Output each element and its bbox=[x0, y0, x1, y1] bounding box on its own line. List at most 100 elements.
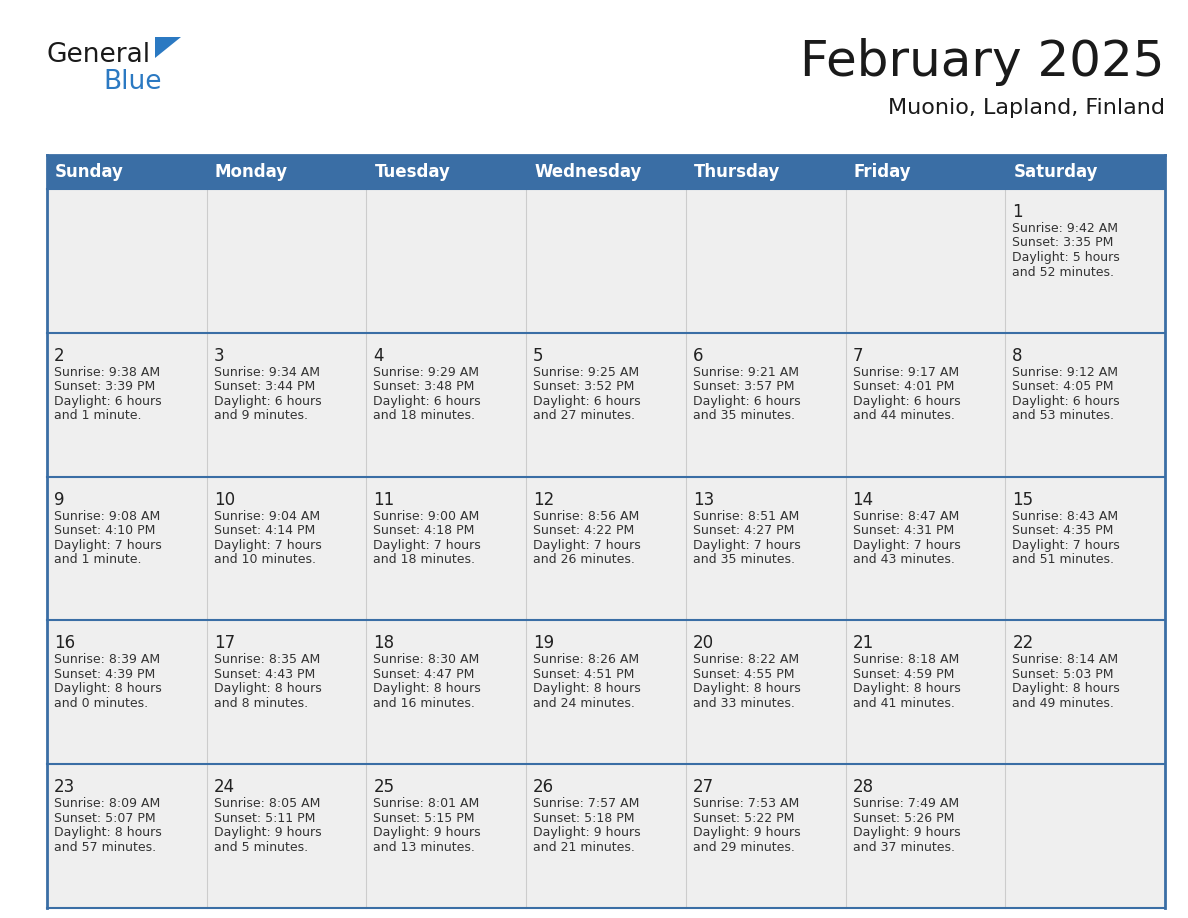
Bar bbox=[48, 764, 207, 908]
Text: 15: 15 bbox=[1012, 490, 1034, 509]
Text: Sunrise: 7:49 AM: Sunrise: 7:49 AM bbox=[853, 797, 959, 811]
Text: and 1 minute.: and 1 minute. bbox=[53, 554, 141, 566]
Text: Blue: Blue bbox=[103, 69, 162, 95]
Text: and 52 minutes.: and 52 minutes. bbox=[1012, 265, 1114, 278]
Text: 16: 16 bbox=[53, 634, 75, 653]
Text: and 43 minutes.: and 43 minutes. bbox=[853, 554, 954, 566]
Text: 1: 1 bbox=[1012, 203, 1023, 221]
Bar bbox=[366, 333, 526, 476]
Text: Sunrise: 8:43 AM: Sunrise: 8:43 AM bbox=[1012, 509, 1118, 522]
Text: Sunrise: 9:00 AM: Sunrise: 9:00 AM bbox=[373, 509, 480, 522]
Text: Thursday: Thursday bbox=[694, 163, 781, 181]
Text: Sunset: 4:22 PM: Sunset: 4:22 PM bbox=[533, 524, 634, 537]
Bar bbox=[526, 476, 685, 621]
Text: Sunset: 4:01 PM: Sunset: 4:01 PM bbox=[853, 380, 954, 393]
Text: Sunrise: 9:34 AM: Sunrise: 9:34 AM bbox=[214, 365, 320, 379]
Bar bbox=[1005, 621, 1165, 764]
Bar bbox=[1005, 764, 1165, 908]
Text: Daylight: 6 hours: Daylight: 6 hours bbox=[693, 395, 801, 408]
Text: February 2025: February 2025 bbox=[801, 38, 1165, 86]
Bar bbox=[48, 189, 207, 333]
Text: and 37 minutes.: and 37 minutes. bbox=[853, 841, 955, 854]
Text: Daylight: 7 hours: Daylight: 7 hours bbox=[693, 539, 801, 552]
Text: Sunrise: 8:09 AM: Sunrise: 8:09 AM bbox=[53, 797, 160, 811]
Text: 26: 26 bbox=[533, 778, 555, 796]
Text: Sunrise: 8:26 AM: Sunrise: 8:26 AM bbox=[533, 654, 639, 666]
Text: and 21 minutes.: and 21 minutes. bbox=[533, 841, 636, 854]
Bar bbox=[366, 621, 526, 764]
Text: and 13 minutes.: and 13 minutes. bbox=[373, 841, 475, 854]
Text: Daylight: 8 hours: Daylight: 8 hours bbox=[853, 682, 960, 696]
Text: 27: 27 bbox=[693, 778, 714, 796]
Text: Sunrise: 8:51 AM: Sunrise: 8:51 AM bbox=[693, 509, 800, 522]
Text: Daylight: 7 hours: Daylight: 7 hours bbox=[53, 539, 162, 552]
Text: and 10 minutes.: and 10 minutes. bbox=[214, 554, 316, 566]
Text: and 0 minutes.: and 0 minutes. bbox=[53, 697, 148, 710]
Text: Sunrise: 9:29 AM: Sunrise: 9:29 AM bbox=[373, 365, 480, 379]
Text: Daylight: 6 hours: Daylight: 6 hours bbox=[533, 395, 640, 408]
Text: Daylight: 8 hours: Daylight: 8 hours bbox=[533, 682, 640, 696]
Bar bbox=[846, 476, 1005, 621]
Bar bbox=[685, 621, 846, 764]
Bar bbox=[48, 155, 207, 189]
Text: 19: 19 bbox=[533, 634, 555, 653]
Text: and 27 minutes.: and 27 minutes. bbox=[533, 409, 636, 422]
Bar bbox=[1005, 155, 1165, 189]
Bar bbox=[366, 155, 526, 189]
Text: Sunrise: 8:18 AM: Sunrise: 8:18 AM bbox=[853, 654, 959, 666]
Bar bbox=[846, 764, 1005, 908]
Bar bbox=[207, 621, 366, 764]
Text: and 16 minutes.: and 16 minutes. bbox=[373, 697, 475, 710]
Text: and 9 minutes.: and 9 minutes. bbox=[214, 409, 308, 422]
Text: 12: 12 bbox=[533, 490, 555, 509]
Text: Sunset: 4:31 PM: Sunset: 4:31 PM bbox=[853, 524, 954, 537]
Text: Sunset: 4:55 PM: Sunset: 4:55 PM bbox=[693, 668, 795, 681]
Bar bbox=[526, 764, 685, 908]
Text: Daylight: 6 hours: Daylight: 6 hours bbox=[1012, 395, 1120, 408]
Text: Sunrise: 9:38 AM: Sunrise: 9:38 AM bbox=[53, 365, 160, 379]
Text: Sunrise: 8:14 AM: Sunrise: 8:14 AM bbox=[1012, 654, 1118, 666]
Text: Daylight: 9 hours: Daylight: 9 hours bbox=[533, 826, 640, 839]
Text: Daylight: 7 hours: Daylight: 7 hours bbox=[1012, 539, 1120, 552]
Text: Sunset: 3:44 PM: Sunset: 3:44 PM bbox=[214, 380, 315, 393]
Text: Sunrise: 9:12 AM: Sunrise: 9:12 AM bbox=[1012, 365, 1118, 379]
Bar bbox=[685, 155, 846, 189]
Bar bbox=[366, 764, 526, 908]
Bar bbox=[366, 189, 526, 333]
Text: General: General bbox=[48, 42, 151, 68]
Text: 24: 24 bbox=[214, 778, 235, 796]
Text: and 51 minutes.: and 51 minutes. bbox=[1012, 554, 1114, 566]
Text: Sunset: 4:10 PM: Sunset: 4:10 PM bbox=[53, 524, 156, 537]
Text: Sunrise: 9:25 AM: Sunrise: 9:25 AM bbox=[533, 365, 639, 379]
Text: Sunset: 4:59 PM: Sunset: 4:59 PM bbox=[853, 668, 954, 681]
Bar bbox=[207, 189, 366, 333]
Text: 28: 28 bbox=[853, 778, 873, 796]
Text: and 53 minutes.: and 53 minutes. bbox=[1012, 409, 1114, 422]
Text: Sunrise: 9:08 AM: Sunrise: 9:08 AM bbox=[53, 509, 160, 522]
Text: Daylight: 7 hours: Daylight: 7 hours bbox=[853, 539, 960, 552]
Bar bbox=[207, 333, 366, 476]
Text: and 24 minutes.: and 24 minutes. bbox=[533, 697, 636, 710]
Text: Tuesday: Tuesday bbox=[374, 163, 450, 181]
Text: Sunset: 4:05 PM: Sunset: 4:05 PM bbox=[1012, 380, 1114, 393]
Text: Sunrise: 9:17 AM: Sunrise: 9:17 AM bbox=[853, 365, 959, 379]
Text: Daylight: 8 hours: Daylight: 8 hours bbox=[53, 682, 162, 696]
Text: and 1 minute.: and 1 minute. bbox=[53, 409, 141, 422]
Text: Monday: Monday bbox=[215, 163, 287, 181]
Text: Daylight: 6 hours: Daylight: 6 hours bbox=[214, 395, 321, 408]
Text: Sunset: 4:14 PM: Sunset: 4:14 PM bbox=[214, 524, 315, 537]
Bar bbox=[48, 476, 207, 621]
Bar bbox=[1005, 189, 1165, 333]
Text: Sunrise: 8:35 AM: Sunrise: 8:35 AM bbox=[214, 654, 320, 666]
Text: Daylight: 6 hours: Daylight: 6 hours bbox=[53, 395, 162, 408]
Bar bbox=[685, 333, 846, 476]
Text: 10: 10 bbox=[214, 490, 235, 509]
Text: 20: 20 bbox=[693, 634, 714, 653]
Text: 7: 7 bbox=[853, 347, 862, 364]
Bar bbox=[48, 333, 207, 476]
Text: and 18 minutes.: and 18 minutes. bbox=[373, 554, 475, 566]
Text: Daylight: 8 hours: Daylight: 8 hours bbox=[373, 682, 481, 696]
Bar bbox=[1005, 476, 1165, 621]
Text: Sunset: 5:03 PM: Sunset: 5:03 PM bbox=[1012, 668, 1114, 681]
Text: 4: 4 bbox=[373, 347, 384, 364]
